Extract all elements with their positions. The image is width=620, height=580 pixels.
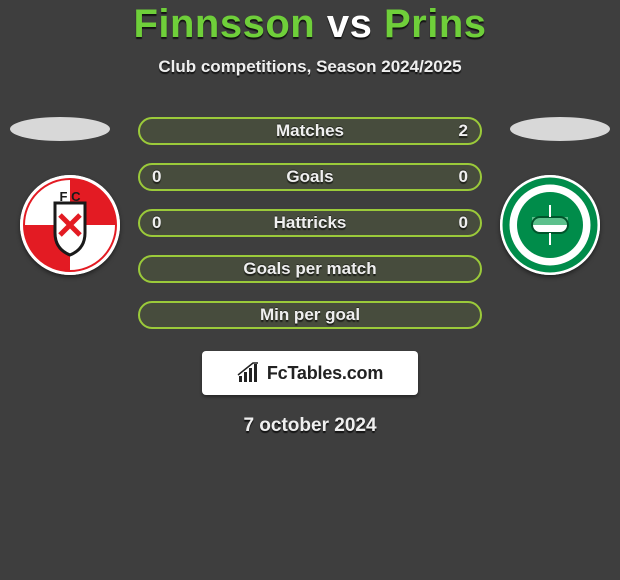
player1-name: Finnsson [133,2,315,46]
fc-groningen-badge [500,175,600,275]
stat-label: Hattricks [274,213,347,233]
stat-right-value: 0 [459,213,468,233]
player2-silhouette-shadow [510,117,610,141]
stat-row: Goals per match [138,255,482,283]
stat-label: Goals per match [243,259,376,279]
player1-silhouette-shadow [10,117,110,141]
team-badge-right-icon [500,175,600,275]
branding-text: FcTables.com [267,363,383,384]
stat-row: 0 Goals 0 [138,163,482,191]
stat-right-value: 0 [459,167,468,187]
page-title: Finnsson vs Prins [0,2,620,47]
subtitle: Club competitions, Season 2024/2025 [0,57,620,77]
stat-left-value: 0 [152,167,161,187]
stat-row: Min per goal [138,301,482,329]
main-area: F C Matches 2 0 Goals 0 0 Hattricks 0 Goals per … [0,117,620,437]
svg-text:F C: F C [60,189,82,204]
stat-right-value: 2 [459,121,468,141]
player2-name: Prins [384,2,487,46]
date-label: 7 october 2024 [0,415,620,437]
stat-label: Min per goal [260,305,360,325]
fc-utrecht-badge: F C [20,175,120,275]
comparison-card: Finnsson vs Prins Club competitions, Sea… [0,0,620,580]
stat-left-value: 0 [152,213,161,233]
branding-banner[interactable]: FcTables.com [202,351,418,395]
bar-chart-icon [237,362,261,384]
stat-label: Goals [286,167,333,187]
stat-label: Matches [276,121,344,141]
team-badge-left-icon: F C [20,175,120,275]
stat-row: 0 Hattricks 0 [138,209,482,237]
vs-label: vs [327,2,373,46]
stat-row: Matches 2 [138,117,482,145]
